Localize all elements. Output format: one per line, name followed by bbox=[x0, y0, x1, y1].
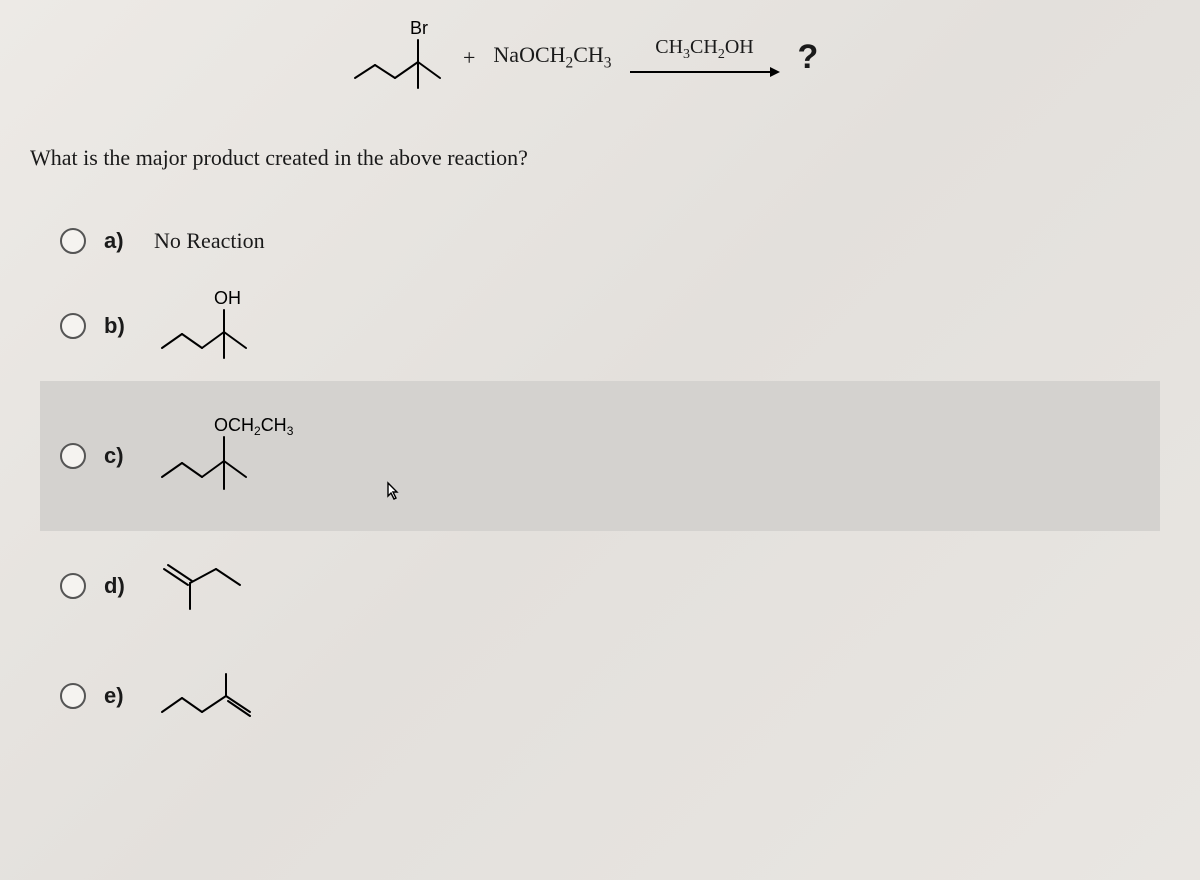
option-e-structure bbox=[154, 664, 264, 729]
radio-e[interactable] bbox=[60, 683, 86, 709]
option-c-structure: OCH2CH3 bbox=[154, 411, 334, 501]
option-c[interactable]: c) OCH2CH3 bbox=[40, 381, 1160, 531]
option-b-label: b) bbox=[104, 313, 136, 339]
reaction-scheme: Br + NaOCH2CH3 CH3CH2OH ? bbox=[350, 20, 1160, 95]
option-a-text: No Reaction bbox=[154, 228, 265, 254]
br-label: Br bbox=[410, 20, 428, 38]
solvent-label: CH3CH2OH bbox=[655, 36, 753, 63]
options-list: a) No Reaction b) OH c) bbox=[40, 211, 1160, 751]
radio-c[interactable] bbox=[60, 443, 86, 469]
reaction-arrow-group: CH3CH2OH bbox=[630, 36, 780, 79]
option-b[interactable]: b) OH bbox=[40, 271, 1160, 381]
option-b-structure: OH bbox=[154, 286, 274, 366]
radio-b[interactable] bbox=[60, 313, 86, 339]
reagent-formula: NaOCH2CH3 bbox=[493, 42, 611, 72]
option-c-substituent: OCH2CH3 bbox=[214, 415, 294, 438]
question-text: What is the major product created in the… bbox=[30, 145, 1160, 171]
option-c-label: c) bbox=[104, 443, 136, 469]
option-d[interactable]: d) bbox=[40, 531, 1160, 641]
option-e[interactable]: e) bbox=[40, 641, 1160, 751]
radio-d[interactable] bbox=[60, 573, 86, 599]
option-e-label: e) bbox=[104, 683, 136, 709]
option-b-substituent: OH bbox=[214, 288, 241, 308]
option-d-structure bbox=[154, 551, 254, 621]
plus-sign: + bbox=[463, 45, 475, 71]
cursor-icon bbox=[380, 480, 402, 510]
option-a-label: a) bbox=[104, 228, 136, 254]
reaction-arrow bbox=[630, 65, 780, 79]
product-question-mark: ? bbox=[798, 38, 819, 77]
starting-material-structure: Br bbox=[350, 20, 445, 95]
option-a[interactable]: a) No Reaction bbox=[40, 211, 1160, 271]
radio-a[interactable] bbox=[60, 228, 86, 254]
option-d-label: d) bbox=[104, 573, 136, 599]
